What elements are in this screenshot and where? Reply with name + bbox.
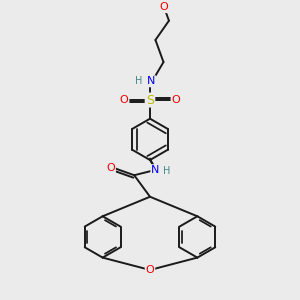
Text: O: O — [160, 2, 168, 12]
Text: O: O — [120, 95, 128, 105]
Text: S: S — [146, 94, 154, 106]
Text: H: H — [163, 167, 171, 176]
Text: H: H — [135, 76, 143, 86]
Text: N: N — [147, 76, 156, 86]
Text: O: O — [146, 265, 154, 275]
Text: O: O — [106, 163, 115, 173]
Text: O: O — [172, 95, 180, 105]
Text: N: N — [151, 165, 160, 175]
